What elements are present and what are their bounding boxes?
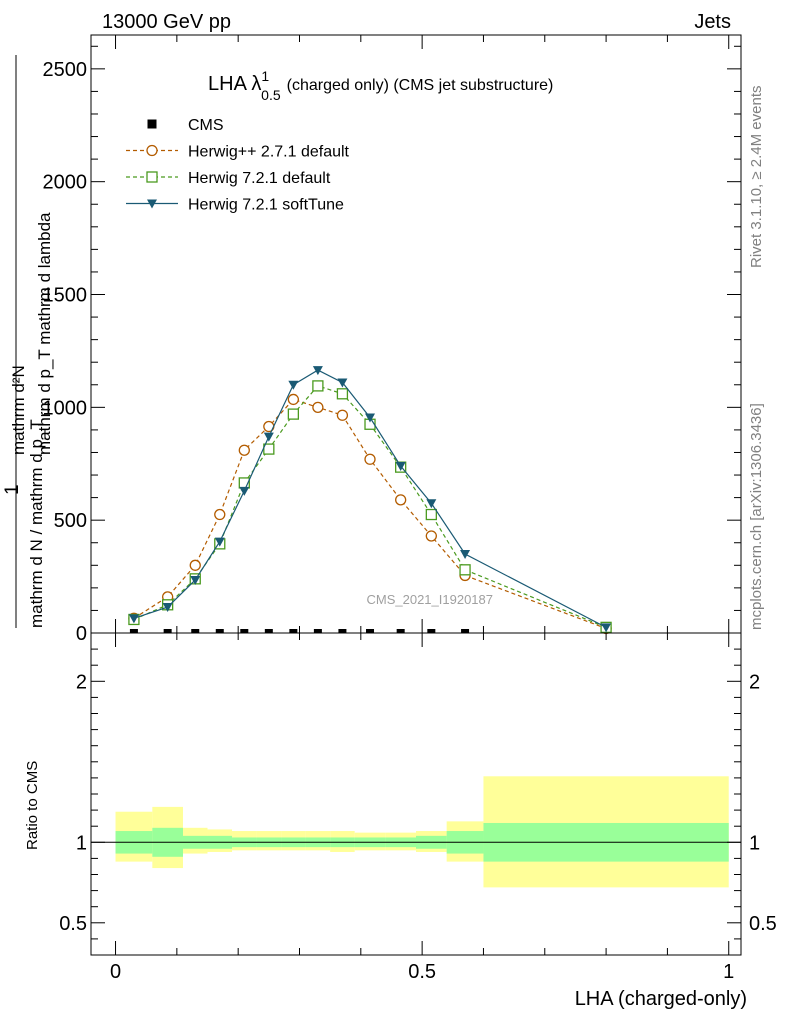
data-point: [336, 388, 349, 400]
x-tick-label: 0: [110, 961, 121, 983]
series-line: [133, 385, 607, 628]
legend-entry: CMS: [147, 117, 224, 134]
data-point: [240, 629, 249, 633]
ratio-y-tick-label: 2: [76, 671, 87, 693]
y-label-upper-rest: mathrm d p_T mathrm d lambda: [35, 212, 54, 455]
ratio-uncertainty-bands: [115, 776, 729, 888]
data-point: [162, 603, 173, 613]
data-point: [128, 614, 139, 624]
x-tick-label: 0.5: [408, 961, 436, 983]
legend-label: Herwig 7.2.1 softTune: [188, 197, 344, 214]
data-point: [459, 564, 471, 576]
data-point: [214, 537, 225, 547]
data-point: [214, 508, 226, 521]
data-point: [288, 380, 299, 390]
rivet-version-label: Rivet 3.1.10, ≥ 2.4M events: [748, 86, 765, 269]
data-point: [365, 413, 376, 423]
ratio-y-tick-label-right: 1: [749, 832, 760, 854]
legend-marker: [146, 171, 158, 183]
y-label-upper: mathrm d²N: [9, 365, 28, 455]
data-point: [461, 629, 470, 633]
legend-label: Herwig 7.2.1 default: [188, 170, 331, 187]
chart-title-rest: (charged only) (CMS jet substructure): [287, 77, 554, 94]
y-label-one: 1: [2, 484, 23, 495]
y-tick-label: 1000: [43, 397, 88, 419]
data-point: [239, 486, 250, 496]
data-point: [313, 629, 322, 633]
data-point: [366, 629, 375, 633]
mcplots-label: mcplots.cern.ch [arXiv:1306.3436]: [748, 403, 765, 630]
data-point: [263, 432, 274, 442]
data-point: [364, 453, 376, 465]
data-point: [238, 444, 250, 456]
y-label-denominator: mathrm d N / mathrm d p_T: [27, 419, 46, 628]
series-line: [133, 398, 607, 630]
ratio-y-tick-label: 0.5: [59, 913, 87, 935]
ratio-y-tick-label-right: 0.5: [749, 913, 777, 935]
data-point: [426, 499, 437, 509]
legend-marker: [147, 199, 157, 209]
y-tick-label: 500: [54, 510, 87, 532]
data-point: [337, 378, 348, 388]
data-point: [460, 550, 471, 560]
ratio-plot-panel: 0.5 0.5 1 1 2 2 0 0.5 1 Ratio to CMS LHA (charge…: [24, 632, 777, 1010]
data-point: [336, 409, 349, 421]
series-line: [133, 369, 607, 628]
main-y-axis-label: 1 mathrm d²N mathrm d p_T mathrm d lambd…: [2, 55, 54, 628]
y-tick-label: 0: [76, 623, 87, 645]
data-point: [396, 629, 405, 633]
y-tick-label: 2500: [43, 59, 88, 81]
data-point: [395, 462, 406, 472]
legend-marker: [146, 144, 158, 157]
data-point: [312, 380, 324, 392]
data-point: [191, 629, 200, 633]
legend-label: CMS: [188, 117, 224, 134]
data-point: [312, 366, 323, 376]
chart-title: LHA λ1 0.5 (charged only) (CMS jet substru…: [208, 68, 553, 103]
chart-title-sub: 0.5: [261, 87, 281, 103]
ratio-axes: 0.5 0.5 1 1 2 2 0 0.5 1: [59, 633, 777, 983]
data-point: [287, 408, 300, 420]
energy-label: 13000 GeV pp: [102, 11, 231, 33]
process-label: Jets: [694, 11, 731, 33]
data-point: [287, 393, 300, 406]
main-data-series: [128, 366, 612, 635]
series-0: [129, 629, 470, 633]
data-point: [425, 530, 437, 542]
data-point: [395, 494, 407, 506]
chart-title-main: LHA λ: [208, 73, 261, 95]
x-axis-label: LHA (charged-only): [575, 988, 747, 1010]
y-tick-label: 2000: [43, 172, 88, 194]
legend-label: Herwig++ 2.7.1 default: [188, 144, 350, 161]
y-tick-label: 1500: [43, 285, 88, 307]
data-point: [289, 629, 298, 633]
chart-title-sup: 1: [261, 68, 269, 84]
data-point: [312, 401, 324, 413]
legend-entry: Herwig 7.2.1 default: [126, 170, 331, 187]
data-point: [425, 508, 437, 521]
legend-entry: Herwig++ 2.7.1 default: [126, 144, 350, 161]
data-point: [163, 629, 172, 633]
data-point: [264, 629, 273, 633]
y-label-upper-d2n: mathrm d²N: [9, 365, 28, 455]
series-3: [128, 366, 612, 633]
analysis-watermark: CMS_2021_I1920187: [367, 592, 494, 607]
ratio-y-tick-label: 1: [76, 832, 87, 854]
main-plot-panel: 0 500 1000 1500 2000 2500 LHA λ1 0.5 (charged o…: [43, 34, 742, 645]
x-tick-label: 1: [723, 961, 734, 983]
legend: CMS Herwig++ 2.7.1 default Herwig 7.2.1 de…: [126, 117, 350, 214]
legend-entry: Herwig 7.2.1 softTune: [126, 197, 344, 214]
ratio-y-label: Ratio to CMS: [24, 761, 41, 850]
data-point: [338, 629, 347, 633]
ratio-y-tick-label-right: 2: [749, 671, 760, 693]
data-point: [215, 629, 224, 633]
main-y-axis: 0 500 1000 1500 2000 2500: [43, 35, 741, 645]
data-point: [601, 623, 612, 633]
data-point: [427, 629, 436, 633]
data-point: [189, 559, 201, 571]
legend-marker: [147, 119, 157, 129]
data-point: [129, 629, 138, 633]
data-point: [190, 575, 201, 585]
